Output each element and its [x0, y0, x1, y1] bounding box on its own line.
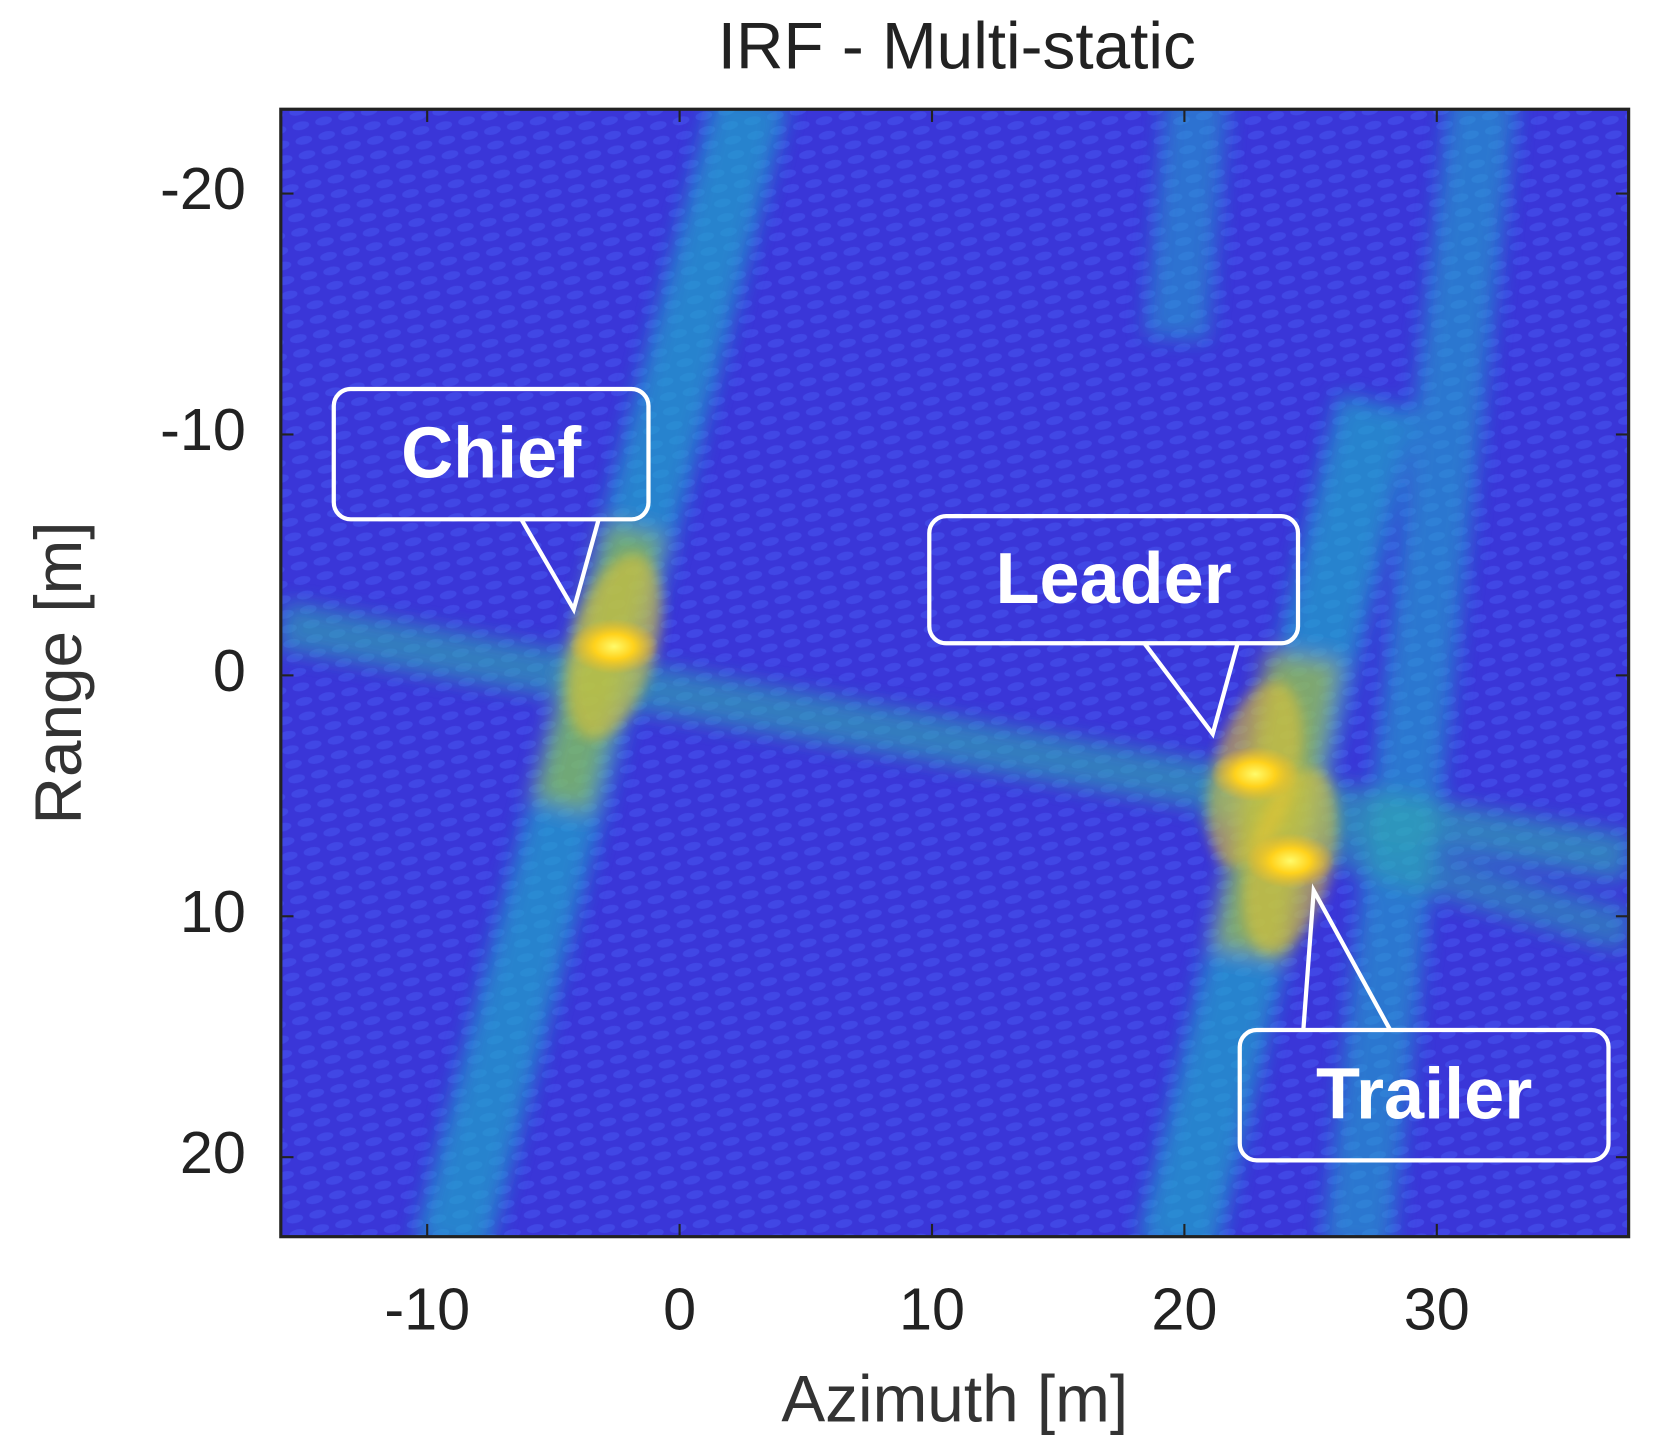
target-peak [1245, 833, 1335, 889]
callout-box [331, 386, 651, 522]
chart-title: IRF - Multi-static [718, 9, 1196, 82]
y-axis-label: Range [m] [22, 521, 95, 824]
x-tick-label: 20 [1151, 1276, 1217, 1343]
callout-box [1237, 1027, 1611, 1163]
callout-label: Leader [996, 539, 1232, 619]
target-peak [1210, 746, 1300, 802]
x-tick-label: 0 [663, 1276, 696, 1343]
y-tick-label: -10 [160, 396, 246, 463]
targets [566, 553, 1339, 954]
x-axis-label: Azimuth [m] [781, 1362, 1128, 1435]
y-tick-label: 10 [180, 878, 246, 945]
callout-pointer [519, 518, 601, 615]
callout-box [927, 514, 1301, 646]
target-peak [569, 618, 659, 675]
y-tick-label: 0 [213, 637, 246, 704]
plot-frame [279, 107, 1631, 1239]
annotations: Chief Leader Trailer [331, 386, 1611, 1163]
x-tick-label: 10 [899, 1276, 965, 1343]
callout-pointer [1142, 642, 1240, 739]
callout-pointer [1301, 883, 1393, 1032]
y-tick-label: 20 [180, 1119, 246, 1186]
x-tick-label: -10 [384, 1276, 470, 1343]
callout-label: Trailer [1316, 1054, 1532, 1134]
x-tick-label: 30 [1404, 1276, 1470, 1343]
callout-label: Chief [401, 413, 582, 493]
y-tick-label: -20 [160, 155, 246, 222]
